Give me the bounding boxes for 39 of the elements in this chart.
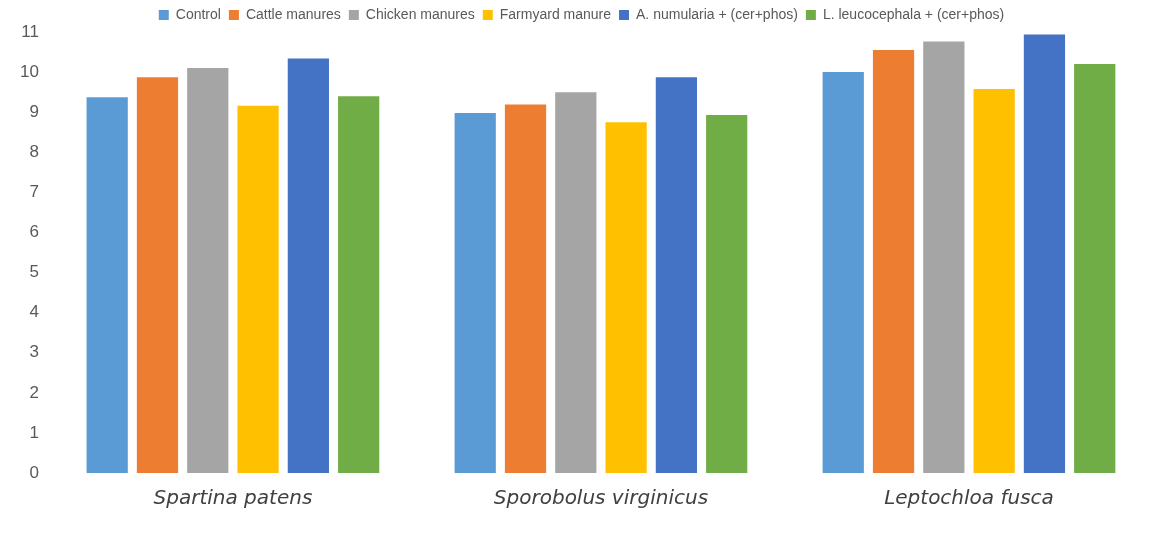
y-tick-label: 3 (29, 342, 39, 362)
bar (923, 41, 965, 473)
bar (237, 105, 279, 473)
legend-label: L. leucocephala + (cer+phos) (822, 5, 1005, 22)
bar (706, 114, 748, 473)
bar (605, 122, 647, 473)
bar (1074, 64, 1116, 473)
legend-label: Control (175, 5, 221, 22)
bar (287, 58, 329, 473)
legend-label: Cattle manures (245, 5, 341, 22)
legend-label: A. numularia + (cer+phos) (636, 5, 798, 22)
y-tick-label: 8 (29, 141, 39, 161)
y-tick-label: 7 (29, 182, 39, 202)
bar (187, 68, 229, 473)
bar (872, 50, 915, 473)
bar (555, 92, 597, 473)
y-tick-label: 11 (21, 21, 39, 41)
x-tick-label: Sporobolus virginicus (493, 485, 709, 510)
x-tick-label: Spartina patens (153, 485, 313, 510)
y-tick-label: 10 (19, 61, 39, 81)
bar (338, 96, 380, 473)
bar (504, 104, 547, 473)
bar (1023, 34, 1066, 473)
legend-label: Chicken manures (365, 5, 475, 22)
y-tick-label: 6 (29, 222, 39, 242)
bar (822, 72, 864, 473)
bar (655, 77, 698, 473)
bar (973, 88, 1015, 473)
legend-label: Farmyard manure (499, 5, 612, 22)
bar (454, 112, 496, 473)
y-tick-label: 5 (29, 262, 39, 282)
y-tick-label: 4 (29, 302, 39, 322)
bar (136, 77, 179, 473)
bar (86, 97, 128, 473)
y-tick-label: 2 (29, 382, 39, 402)
x-tick-label: Leptochloa fusca (884, 485, 1054, 510)
y-tick-label: 9 (29, 101, 39, 121)
y-tick-label: 0 (29, 462, 39, 482)
y-tick-label: 1 (29, 422, 39, 442)
